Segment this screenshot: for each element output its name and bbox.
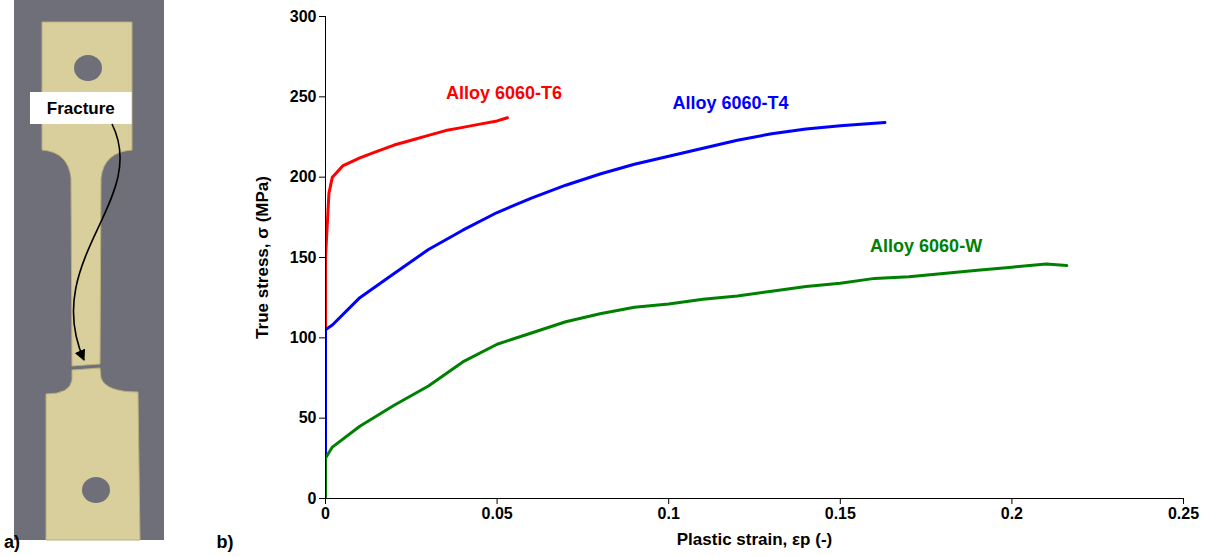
svg-text:a): a) [4, 532, 20, 552]
svg-text:Plastic strain, εp (-): Plastic strain, εp (-) [677, 530, 832, 549]
svg-text:0.05: 0.05 [482, 505, 513, 522]
svg-text:0.25: 0.25 [1168, 505, 1199, 522]
svg-text:150: 150 [290, 249, 317, 266]
svg-text:Alloy 6060-T6: Alloy 6060-T6 [446, 83, 562, 103]
svg-text:100: 100 [290, 329, 317, 346]
svg-text:200: 200 [290, 168, 317, 185]
svg-text:Fracture: Fracture [47, 99, 115, 118]
svg-text:0.15: 0.15 [825, 505, 856, 522]
svg-text:0.2: 0.2 [1001, 505, 1023, 522]
svg-text:True stress, σ (MPa): True stress, σ (MPa) [253, 176, 272, 339]
svg-text:300: 300 [290, 8, 317, 25]
svg-text:0: 0 [321, 505, 330, 522]
svg-text:Alloy 6060-W: Alloy 6060-W [870, 236, 982, 256]
svg-text:0.1: 0.1 [658, 505, 680, 522]
svg-text:0: 0 [308, 490, 317, 507]
svg-text:50: 50 [299, 409, 317, 426]
svg-text:b): b) [217, 532, 234, 552]
svg-text:Alloy 6060-T4: Alloy 6060-T4 [672, 93, 788, 113]
svg-text:250: 250 [290, 88, 317, 105]
